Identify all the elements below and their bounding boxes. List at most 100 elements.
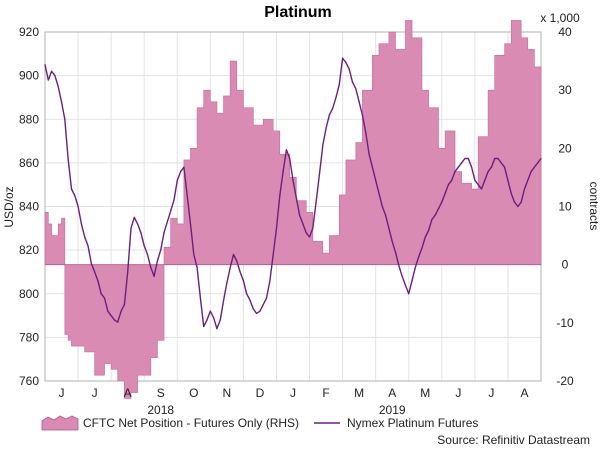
price-point-68 xyxy=(269,280,271,282)
price-point-95 xyxy=(358,101,360,103)
price-point-147 xyxy=(530,171,532,173)
left-tick-label-8: 920 xyxy=(19,25,39,39)
price-point-41 xyxy=(179,171,182,173)
net-position-area xyxy=(44,20,542,399)
price-point-100 xyxy=(375,179,377,181)
price-point-141 xyxy=(510,192,512,195)
price-point-45 xyxy=(193,253,195,256)
chart-title: Platinum xyxy=(264,4,332,21)
price-point-146 xyxy=(527,179,529,181)
price-point-29 xyxy=(140,232,142,234)
left-tick-label-4: 840 xyxy=(19,200,39,214)
price-point-20 xyxy=(110,314,112,317)
price-point-19 xyxy=(107,310,109,312)
price-point-102 xyxy=(381,205,383,208)
price-point-16 xyxy=(97,280,99,282)
price-point-111 xyxy=(411,280,413,282)
price-point-103 xyxy=(384,214,387,216)
price-point-98 xyxy=(368,153,370,155)
price-point-118 xyxy=(434,214,436,216)
x-month-label-2: A xyxy=(124,386,132,400)
price-point-97 xyxy=(365,131,367,133)
price-point-11 xyxy=(80,223,82,225)
left-tick-label-0: 760 xyxy=(19,374,39,388)
price-point-117 xyxy=(431,218,433,221)
price-point-145 xyxy=(523,188,526,190)
price-point-70 xyxy=(275,227,278,229)
price-point-18 xyxy=(103,297,106,299)
price-point-63 xyxy=(252,308,254,310)
price-point-6 xyxy=(64,118,66,120)
price-point-87 xyxy=(332,107,334,109)
price-point-120 xyxy=(441,201,443,203)
price-point-47 xyxy=(199,297,202,299)
price-point-53 xyxy=(219,319,221,321)
price-point-131 xyxy=(477,184,479,186)
price-point-77 xyxy=(299,214,301,216)
price-point-133 xyxy=(484,179,486,181)
price-point-60 xyxy=(242,280,244,282)
price-point-114 xyxy=(421,247,423,249)
price-point-59 xyxy=(239,271,241,273)
price-point-23 xyxy=(120,310,122,312)
x-month-label-0: J xyxy=(59,386,65,400)
price-point-128 xyxy=(467,157,469,160)
net-position-area-shape xyxy=(44,20,542,399)
price-point-64 xyxy=(256,312,258,314)
price-point-125 xyxy=(457,166,459,168)
x-month-label-8: F xyxy=(322,386,329,400)
left-tick-label-6: 880 xyxy=(19,112,39,126)
price-point-80 xyxy=(308,236,311,238)
price-point-101 xyxy=(378,192,380,195)
x-month-label-13: J xyxy=(488,386,494,400)
price-point-50 xyxy=(209,310,211,312)
price-point-69 xyxy=(272,253,274,256)
x-month-label-11: M xyxy=(420,386,430,400)
legend-line-label: Nymex Platinum Futures xyxy=(347,416,478,430)
price-point-26 xyxy=(130,227,132,229)
price-point-93 xyxy=(351,81,354,83)
left-tick-label-5: 860 xyxy=(19,156,39,170)
price-point-37 xyxy=(166,221,168,223)
x-month-label-6: D xyxy=(256,386,265,400)
price-point-24 xyxy=(123,304,125,306)
left-tick-label-7: 900 xyxy=(19,69,39,83)
price-point-54 xyxy=(222,299,225,301)
right-tick-label-4: 20 xyxy=(558,141,572,155)
price-point-82 xyxy=(315,201,317,203)
price-point-139 xyxy=(504,166,506,168)
legend-area-swatch xyxy=(41,415,79,431)
price-point-109 xyxy=(404,284,407,286)
x-month-label-5: N xyxy=(223,386,232,400)
price-point-79 xyxy=(305,232,307,234)
price-point-39 xyxy=(173,199,175,201)
price-point-3 xyxy=(54,75,56,77)
x-month-label-9: M xyxy=(354,386,364,400)
price-point-74 xyxy=(289,157,291,160)
price-point-90 xyxy=(342,57,344,59)
price-point-92 xyxy=(348,68,350,70)
price-point-13 xyxy=(87,245,89,247)
right-axis-label: contracts xyxy=(587,182,600,231)
price-point-140 xyxy=(507,179,509,181)
price-point-5 xyxy=(60,101,63,103)
x-month-label-14: A xyxy=(520,386,528,400)
price-point-130 xyxy=(474,179,476,181)
price-point-129 xyxy=(470,166,473,168)
price-point-78 xyxy=(302,223,304,225)
right-tick-label-1: -10 xyxy=(556,316,574,330)
price-point-116 xyxy=(427,229,430,232)
price-point-43 xyxy=(186,194,188,197)
x-axis-year-labels: 2018 2019 xyxy=(147,403,405,417)
legend-area-label: CFTC Net Position - Futures Only (RHS) xyxy=(83,416,299,430)
price-point-143 xyxy=(517,205,519,208)
price-point-40 xyxy=(176,179,178,181)
price-point-9 xyxy=(74,194,76,197)
price-point-44 xyxy=(189,223,192,225)
right-tick-label-5: 30 xyxy=(558,83,572,97)
year-label-1: 2019 xyxy=(379,403,406,417)
price-point-144 xyxy=(520,201,522,203)
x-month-label-7: J xyxy=(290,386,296,400)
source-note: Source: Refinitiv Datastream xyxy=(437,433,590,447)
price-point-112 xyxy=(414,266,416,269)
